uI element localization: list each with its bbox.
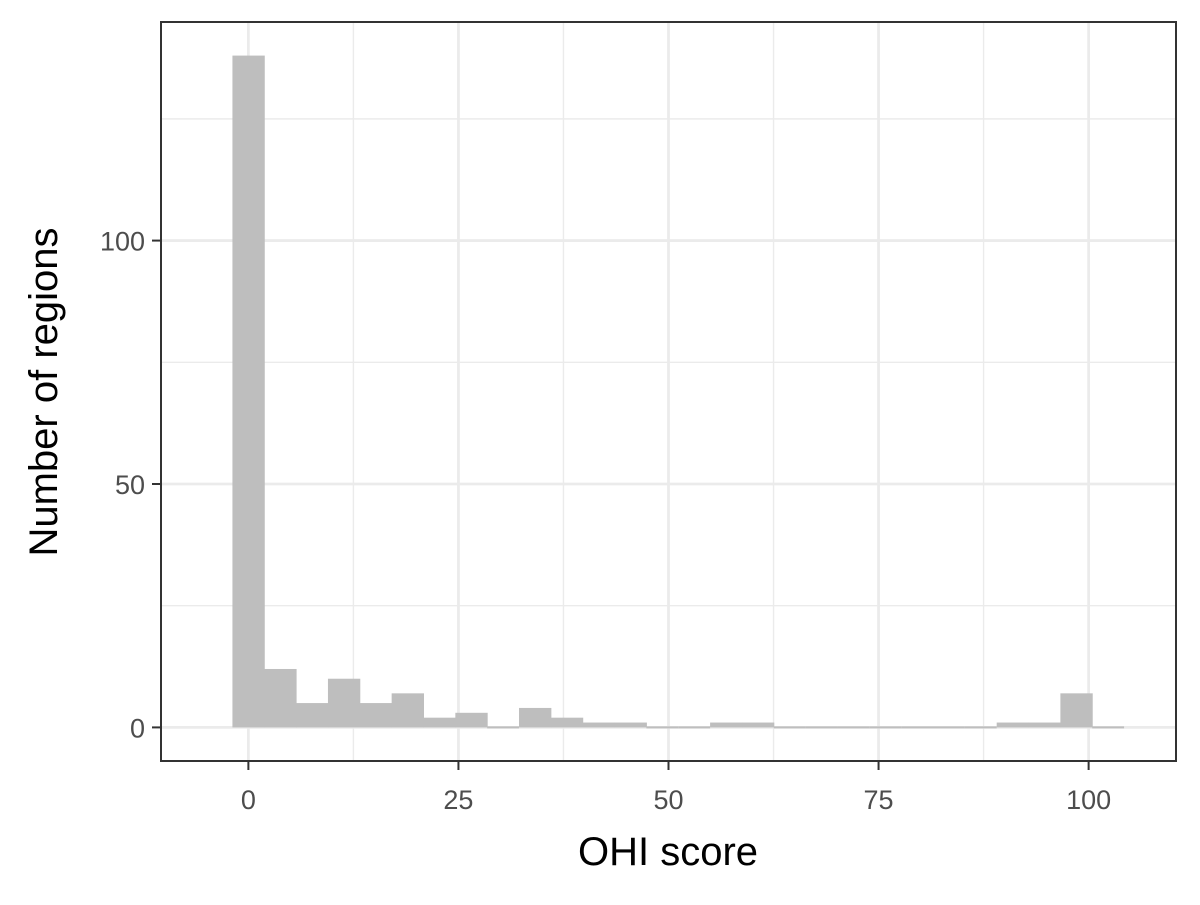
x-axis: 0 25 50 75 100 (241, 761, 1111, 815)
histogram-bar (614, 722, 647, 728)
major-gridlines (161, 22, 1176, 761)
histogram-bar (391, 693, 424, 728)
histogram-bar (359, 703, 393, 728)
x-tick-label: 50 (653, 785, 683, 815)
y-tick-label: 50 (115, 470, 145, 500)
histogram-bar (264, 668, 297, 728)
x-tick-label: 100 (1066, 785, 1111, 815)
histogram-bar (582, 722, 616, 728)
histogram-bars (232, 55, 1125, 729)
histogram-bar (327, 678, 361, 728)
histogram-bar (232, 55, 265, 728)
y-tick-label: 100 (100, 227, 145, 257)
histogram-bar (423, 717, 456, 728)
histogram-bar (455, 712, 488, 728)
histogram-bar (1028, 722, 1061, 728)
x-tick-label: 0 (241, 785, 256, 815)
x-tick-label: 25 (443, 785, 473, 815)
x-tick-label: 75 (864, 785, 894, 815)
histogram-bar (710, 722, 743, 728)
y-axis: 0 50 100 (100, 227, 161, 743)
y-axis-title: Number of regions (22, 227, 66, 556)
histogram-bar (296, 703, 329, 728)
x-axis-title: OHI score (578, 830, 758, 874)
histogram-bar (996, 722, 1030, 728)
histogram-bar (550, 717, 584, 728)
histogram-bar (519, 707, 552, 728)
y-tick-label: 0 (130, 713, 145, 743)
histogram-bar (1060, 693, 1093, 728)
histogram-bar (741, 722, 775, 728)
